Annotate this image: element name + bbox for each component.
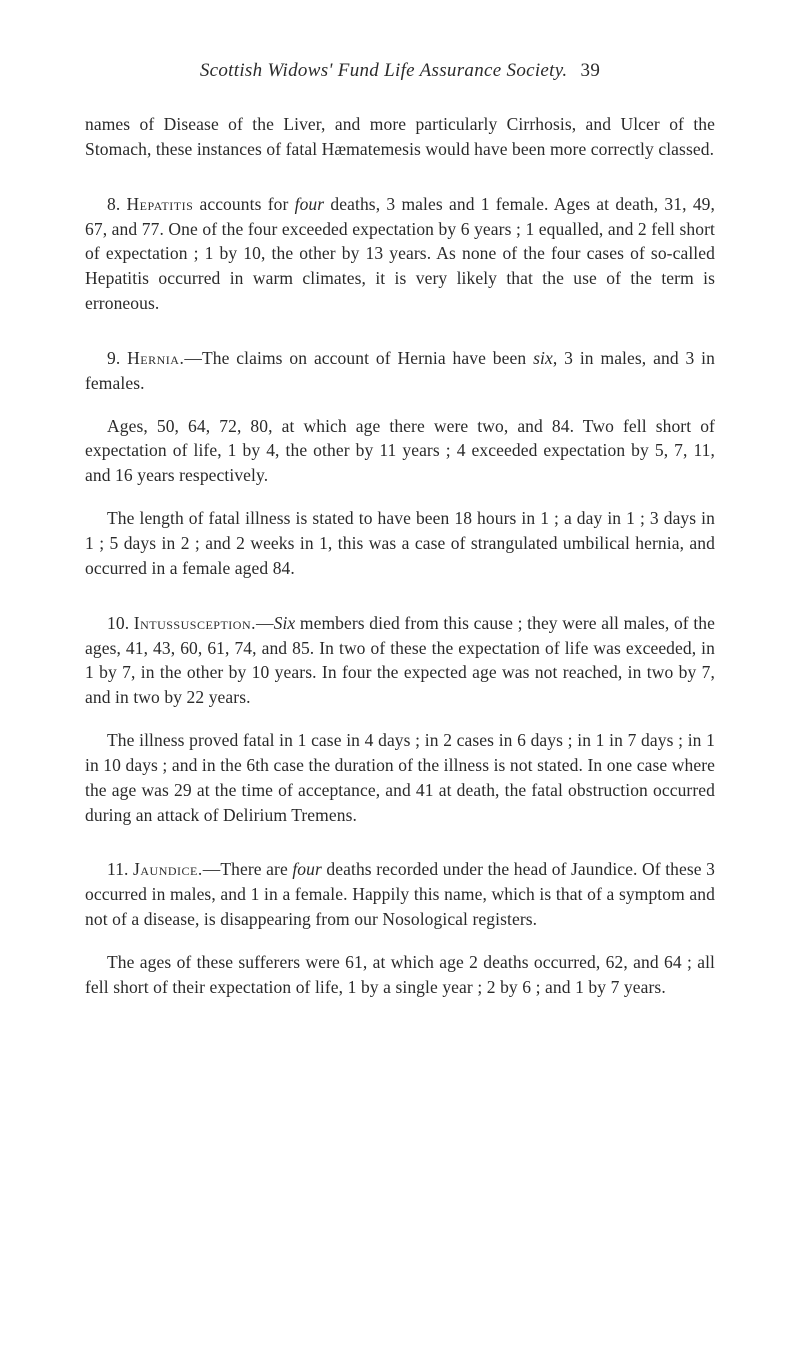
section-10-paragraph-2: The illness proved fatal in 1 case in 4 … [85,728,715,827]
section-9-paragraph-1: 9. Hernia.—The claims on account of Hern… [85,346,715,396]
section-9-paragraph-3: The length of fatal illness is stated to… [85,506,715,581]
section-11-paragraph-2: The ages of these sufferers were 61, at … [85,950,715,1000]
section-9-number: 9. [107,348,127,368]
section-8-heading: Hepatitis [127,194,194,214]
section-10-paragraph-1: 10. Intussusception.—Six members died fr… [85,611,715,710]
section-9-italic-1: six [533,348,553,368]
section-11-italic-1: four [292,859,322,879]
section-8-italic-1: four [295,194,325,214]
running-head: Scottish Widows' Fund Life Assurance Soc… [85,60,715,82]
page-number: 39 [581,60,601,81]
section-9-heading: Hernia. [127,348,184,368]
section-9-paragraph-2: Ages, 50, 64, 72, 80, at which age there… [85,414,715,489]
page: Scottish Widows' Fund Life Assurance Soc… [0,0,800,1361]
section-10-heading: Intussusception. [134,613,256,633]
section-10-number: 10. [107,613,134,633]
running-title: Scottish Widows' Fund Life Assurance Soc… [200,60,568,81]
section-10-text-a: — [256,613,274,633]
section-11-paragraph-1: 11. Jaundice.—There are four deaths reco… [85,857,715,932]
section-11-number: 11. [107,859,133,879]
section-8-number: 8. [107,194,127,214]
section-11-heading: Jaundice. [133,859,203,879]
section-9-text-a: —The claims on account of Hernia have be… [184,348,533,368]
section-8-text-a: accounts for [193,194,294,214]
section-10-italic-1: Six [274,613,296,633]
section-8-paragraph-1: 8. Hepatitis accounts for four deaths, 3… [85,192,715,316]
intro-paragraph: names of Disease of the Liver, and more … [85,112,715,162]
section-11-text-a: —There are [203,859,293,879]
